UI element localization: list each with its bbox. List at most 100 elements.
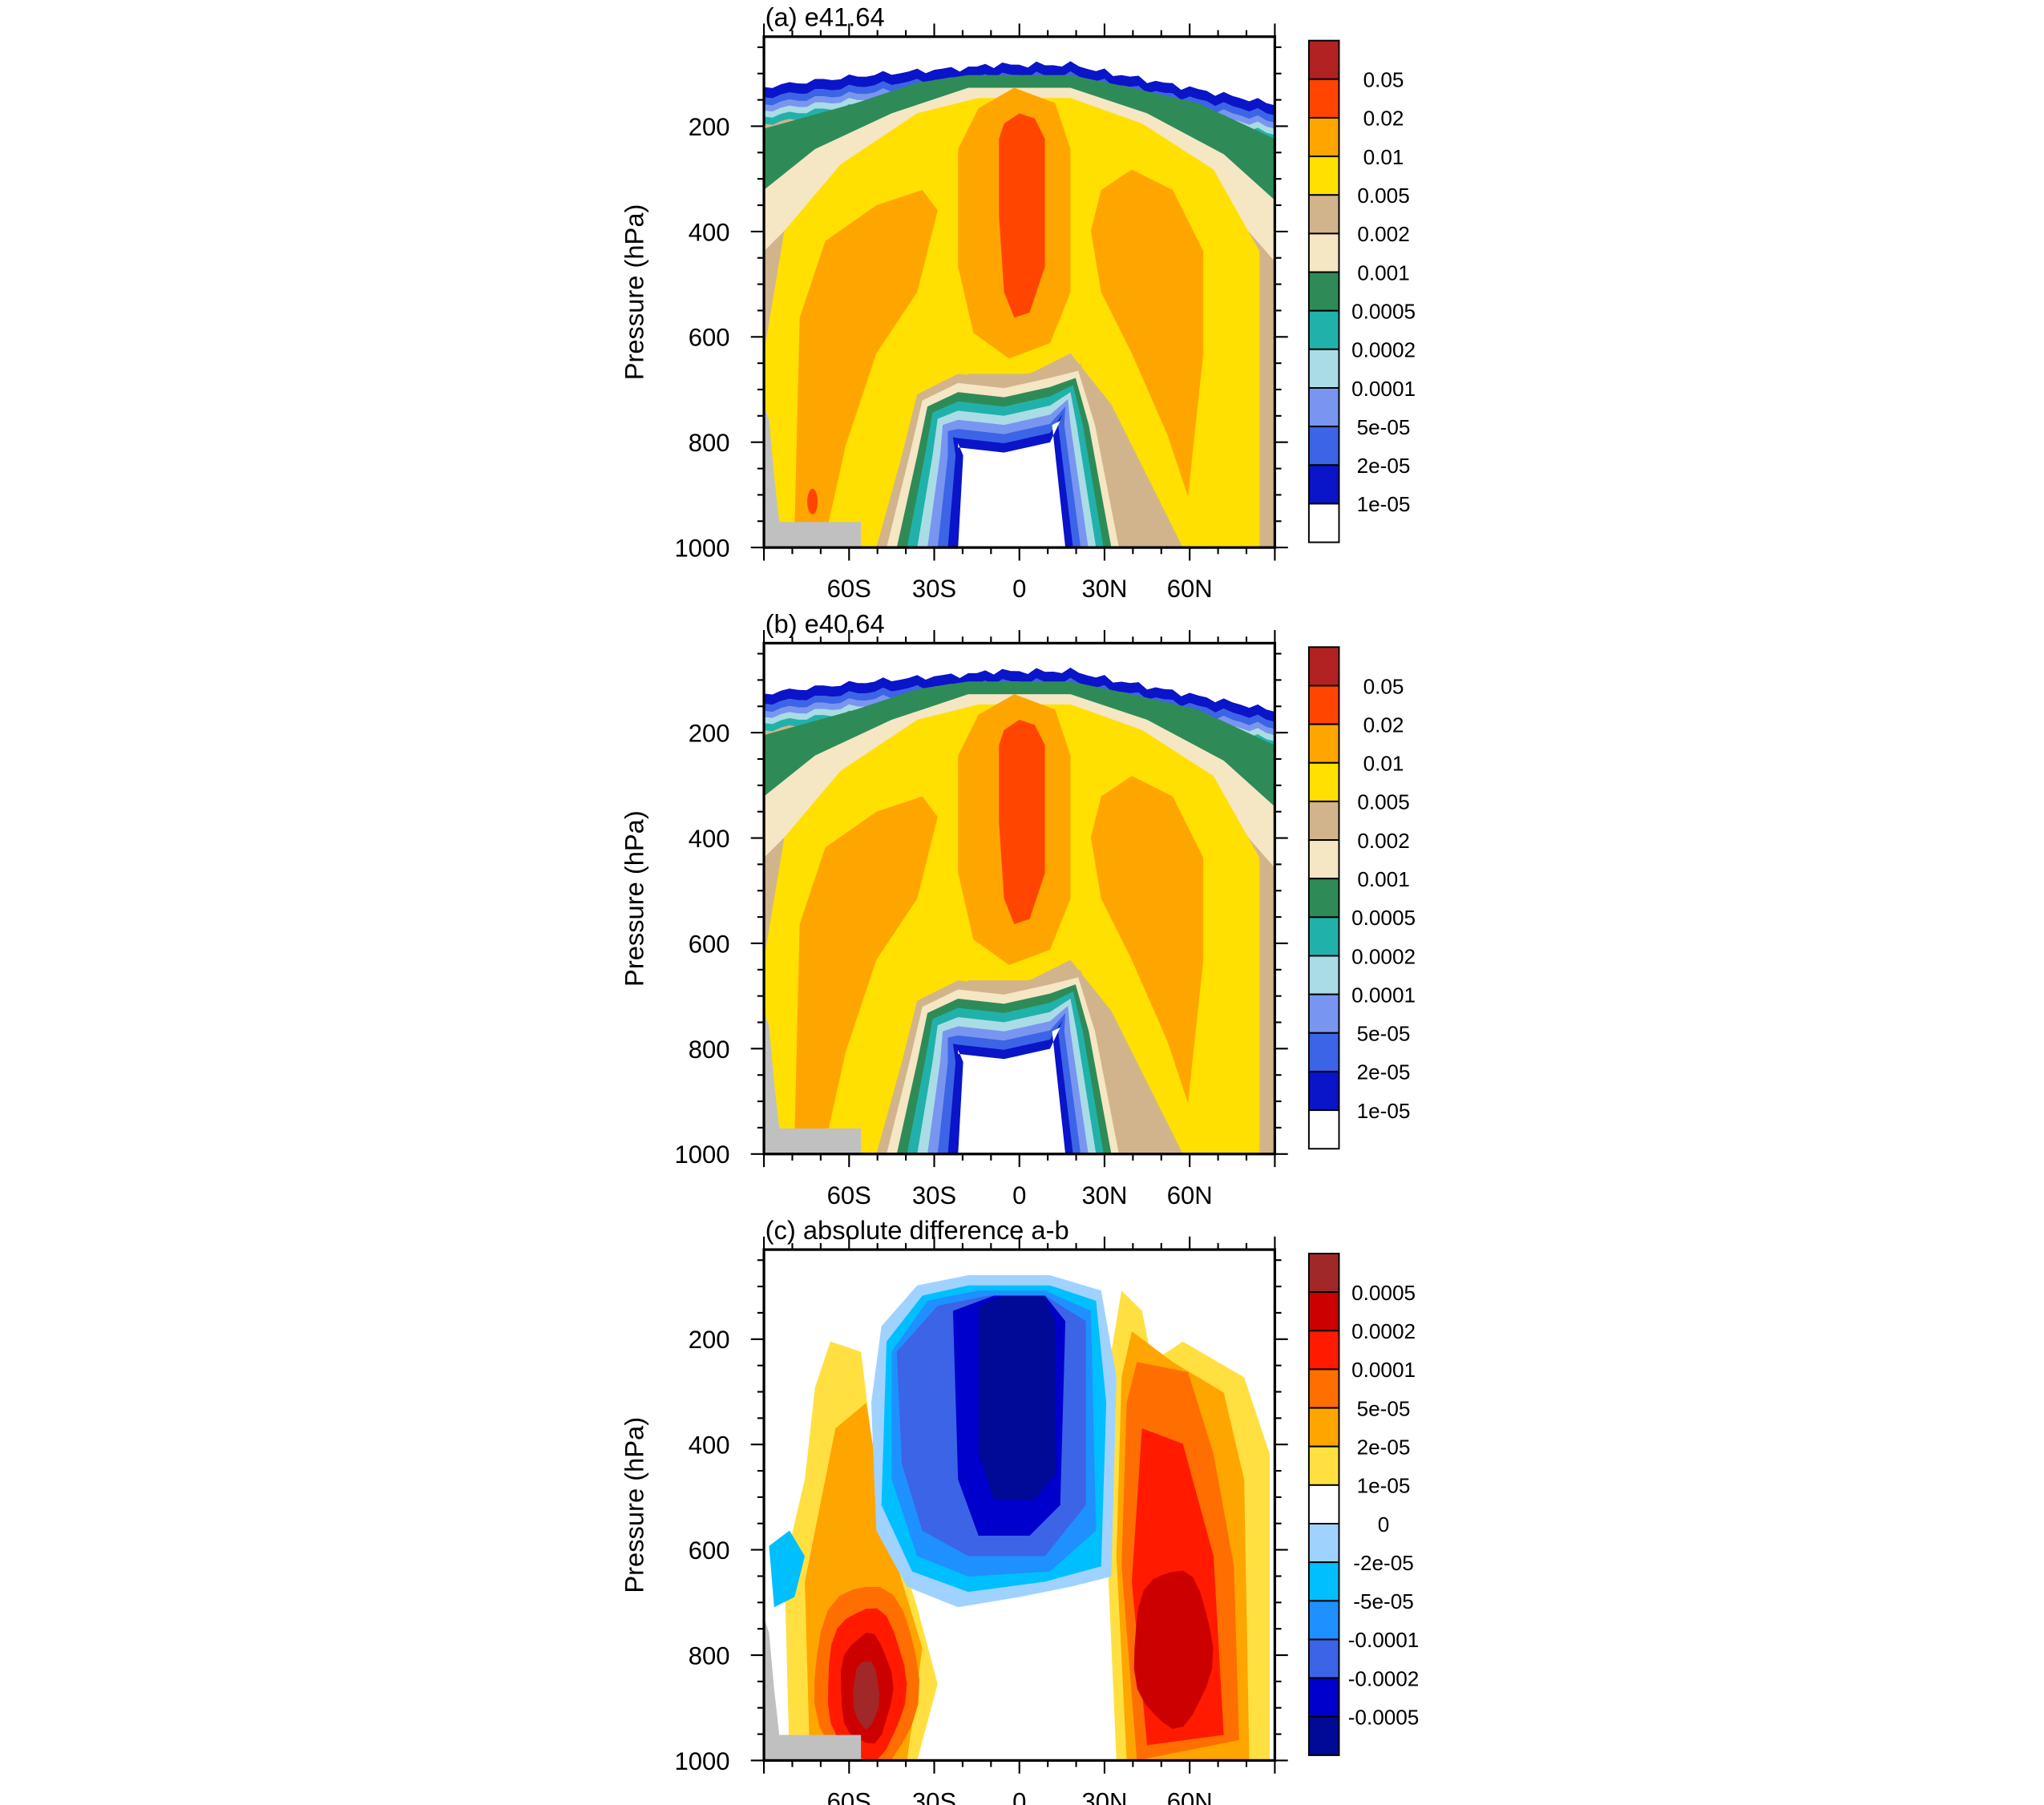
colorbar-swatch: [1307, 503, 1340, 543]
colorbar-label: -5e-05: [1353, 1589, 1414, 1613]
contour-band-002-spot: [806, 488, 818, 515]
colorbar-swatch: [1307, 1368, 1340, 1409]
land-mask: [764, 1617, 862, 1761]
colorbar-label: 0.005: [1357, 790, 1409, 814]
colorbar-swatch: [1307, 993, 1340, 1034]
colorbar-swatch: [1307, 426, 1340, 466]
x-tick-label: 60N: [1167, 1181, 1213, 1209]
colorbar-swatch: [1307, 839, 1340, 880]
panel-title: (b) e40.64: [765, 608, 885, 638]
colorbar-label: 0.005: [1357, 184, 1409, 208]
colorbar-label: 0.01: [1363, 145, 1404, 169]
x-tick-label: 30N: [1081, 1181, 1127, 1209]
y-tick-label: 1000: [674, 1747, 729, 1775]
colorbar-label: -0.0005: [1348, 1706, 1420, 1730]
plot-border: [762, 35, 1277, 549]
contour-band-001-left: [794, 796, 938, 1145]
x-tick-label: 60S: [827, 1788, 871, 1805]
colorbar-swatch: [1307, 1715, 1340, 1756]
diff-band-00005-right: [1133, 1570, 1214, 1730]
colorbar-swatch: [1307, 1291, 1340, 1332]
y-tick-label: 800: [689, 1641, 730, 1670]
colorbar-swatch: [1307, 761, 1340, 802]
panel-c: [764, 1250, 1275, 1761]
y-tick-label: 800: [689, 1036, 730, 1064]
colorbar-label: 1e-05: [1357, 1099, 1411, 1123]
y-tick-label: 200: [689, 1326, 730, 1354]
colorbar-swatch: [1307, 1484, 1340, 1524]
lower-dome-band: [958, 1027, 1066, 1154]
colorbar-swatch: [1307, 1523, 1340, 1564]
colorbar-label: 0.0002: [1351, 1319, 1416, 1343]
colorbar-swatch: [1307, 1445, 1340, 1486]
colorbar-label: -0.0002: [1348, 1666, 1420, 1690]
colorbar-swatch: [1307, 646, 1340, 687]
colorbar-swatch: [1307, 878, 1340, 919]
colorbar-label: -0.0001: [1348, 1628, 1420, 1652]
colorbar: 0.05 0.02 0.01 0.005 0.002 0.001 0.0005 0.0002 0…: [1307, 646, 1416, 1150]
colorbar-swatch: [1307, 800, 1340, 842]
colorbar-label: 0.002: [1357, 829, 1409, 853]
colorbar-label: 0.002: [1357, 222, 1409, 246]
diff-band-m00005: [978, 1295, 1056, 1500]
colorbar-swatch: [1307, 1677, 1340, 1718]
y-tick-label: 200: [689, 720, 730, 748]
colorbar-label: 0.001: [1357, 867, 1409, 891]
panel-title: (c) absolute difference a-b: [765, 1215, 1069, 1245]
contour-band-002-core: [999, 113, 1045, 318]
y-tick-label: 400: [689, 825, 730, 853]
y-tick-label: 600: [689, 1536, 730, 1565]
land-mask: [764, 1011, 862, 1154]
colorbar-swatch: [1307, 194, 1340, 235]
y-tick-label: 600: [689, 930, 730, 958]
colorbar: 0.0005 0.0002 0.0001 5e-05 2e-05 1e-05 0 -2e-05…: [1307, 1252, 1420, 1756]
colorbar-swatch: [1307, 1638, 1340, 1679]
y-axis-label: Pressure (hPa): [620, 204, 649, 381]
colorbar-swatch: [1307, 955, 1340, 995]
colorbar-swatch: [1307, 1070, 1340, 1112]
upper-contour-band: [764, 667, 1275, 722]
contour-band-0005: [764, 75, 1275, 211]
colorbar-label: 0.0005: [1351, 906, 1416, 930]
colorbar-swatch: [1307, 78, 1340, 119]
x-tick-label: 30N: [1081, 575, 1127, 603]
colorbar-label: 0.05: [1363, 68, 1404, 92]
upper-contour-band: [764, 61, 1275, 116]
panel-title: (a) e41.64: [765, 2, 885, 32]
colorbar-label: 5e-05: [1357, 1396, 1411, 1420]
x-tick-label: 60S: [827, 575, 871, 603]
colorbar-label: 0.0005: [1351, 1281, 1416, 1305]
contour-band-001-right: [1090, 169, 1204, 497]
colorbar-label: 5e-05: [1357, 415, 1411, 439]
colorbar-swatch: [1307, 916, 1340, 957]
y-tick-label: 1000: [674, 1141, 729, 1169]
colorbar-label: 0.0001: [1351, 1358, 1416, 1382]
colorbar-label: 0.02: [1363, 107, 1404, 131]
panel-b: [764, 643, 1275, 1154]
colorbar-swatch: [1307, 271, 1340, 312]
colorbar-swatch: [1307, 1330, 1340, 1371]
colorbar-swatch: [1307, 309, 1340, 350]
colorbar-label: 0.0002: [1351, 338, 1416, 362]
x-tick-label: 30S: [912, 575, 956, 603]
contour-band-002-core: [999, 720, 1045, 924]
colorbar-label: 1e-05: [1357, 492, 1411, 516]
axes-frame: 200 400 600 800 1000 60S 30S 0 30N 60N (b) e40.64 P…: [620, 608, 1288, 1209]
land-mask: [764, 404, 862, 548]
axes-frame: 200 400 600 800 1000 60S 30S 0 30N 60N (c) absolut…: [620, 1215, 1288, 1805]
colorbar-swatch: [1307, 39, 1340, 80]
colorbar-label: 0.0002: [1351, 944, 1416, 968]
colorbar-label: 0.05: [1363, 674, 1404, 698]
colorbar-swatch: [1307, 1252, 1340, 1294]
colorbar-swatch: [1307, 232, 1340, 273]
contour-band-001-left: [794, 189, 938, 538]
colorbar-swatch: [1307, 387, 1340, 428]
colorbar-label: 5e-05: [1357, 1022, 1411, 1046]
plot-border: [762, 1248, 1277, 1763]
colorbar: 0.05 0.02 0.01 0.005 0.002 0.001 0.0005 0.0002 0…: [1307, 39, 1416, 543]
colorbar-label: 2e-05: [1357, 454, 1411, 478]
colorbar-label: -2e-05: [1353, 1551, 1414, 1575]
colorbar-swatch: [1307, 348, 1340, 389]
y-tick-label: 600: [689, 324, 730, 352]
